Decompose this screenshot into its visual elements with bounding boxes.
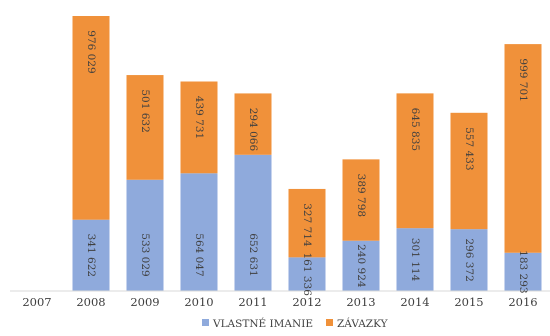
data-label: 341 622 <box>85 234 97 277</box>
data-label: 652 631 <box>247 233 259 276</box>
data-label: 161 336 <box>301 252 313 296</box>
data-label: 557 433 <box>463 127 475 170</box>
x-tick-label: 2015 <box>454 295 483 309</box>
bars-layer <box>72 16 542 291</box>
bar-segment-zavazky <box>450 112 488 230</box>
legend: VLASTNÉ IMANIE ZÁVAZKY <box>202 316 389 330</box>
data-label: 240 924 <box>355 244 367 288</box>
bar-segment-vlastne-imanie <box>234 154 272 291</box>
data-label: 533 029 <box>139 233 151 276</box>
data-label: 301 114 <box>409 238 421 282</box>
bar-segment-zavazky <box>180 81 218 174</box>
bar-segment-vlastne-imanie <box>288 257 326 291</box>
data-label: 999 701 <box>517 58 529 101</box>
data-label: 501 632 <box>139 89 151 132</box>
data-label: 564 047 <box>193 233 205 276</box>
x-tick-label: 2011 <box>238 295 267 309</box>
bar-segment-zavazky <box>234 93 272 155</box>
bar-segment-zavazky <box>342 159 380 241</box>
bar-segment-vlastne-imanie <box>180 173 218 291</box>
x-tick-label: 2009 <box>130 295 159 309</box>
bar-segment-vlastne-imanie <box>126 179 164 291</box>
data-label: 327 714 <box>301 203 313 247</box>
bar-segment-vlastne-imanie <box>504 252 542 291</box>
data-labels: 341 622 976 029 533 029 501 632 564 047 439 7… <box>85 30 529 296</box>
bar-segment-zavazky <box>288 188 326 258</box>
legend-swatch <box>202 319 209 326</box>
legend-label: ZÁVAZKY <box>337 316 389 330</box>
data-label: 294 066 <box>247 108 259 152</box>
legend-swatch <box>326 319 333 326</box>
bar-segment-vlastne-imanie <box>342 240 380 291</box>
data-label: 296 372 <box>463 238 475 281</box>
bar-segment-zavazky <box>504 44 542 253</box>
x-tick-label: 2010 <box>184 295 213 309</box>
x-tick-label: 2012 <box>292 295 321 309</box>
bar-segment-zavazky <box>126 75 164 180</box>
x-tick-label: 2008 <box>76 295 105 309</box>
x-tick-label: 2016 <box>508 295 537 309</box>
bar-segment-zavazky <box>396 93 434 229</box>
bar-segment-vlastne-imanie <box>72 219 110 291</box>
x-tick-labels: 2007 2008 2009 2010 2011 2012 2013 2014 2015 2016 <box>22 295 537 309</box>
data-label: 976 029 <box>85 30 97 73</box>
data-label: 389 798 <box>355 174 367 217</box>
bar-segment-vlastne-imanie <box>450 229 488 291</box>
x-tick-label: 2007 <box>22 295 51 309</box>
legend-label: VLASTNÉ IMANIE <box>212 316 313 330</box>
x-tick-label: 2014 <box>400 295 429 309</box>
data-label: 183 293 <box>517 250 529 293</box>
data-label: 439 731 <box>193 96 205 139</box>
bar-segment-zavazky <box>72 16 110 220</box>
data-label: 645 835 <box>409 108 421 151</box>
x-tick-label: 2013 <box>346 295 375 309</box>
bar-segment-vlastne-imanie <box>396 228 434 291</box>
